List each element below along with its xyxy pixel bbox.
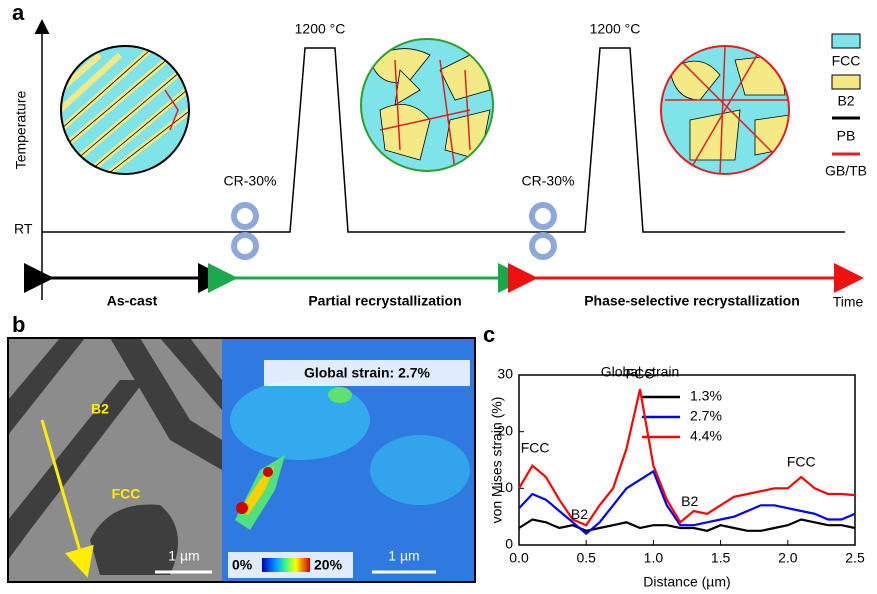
annotation: B2 [681,493,698,509]
legend-swatch [832,75,860,89]
annotation: B2 [571,506,588,522]
stage-label: Partial recrystallization [308,293,461,309]
panel-label: a [12,0,25,25]
scale-bar-label: 1 µm [388,548,419,564]
legend-label: FCC [832,53,861,69]
legend-label: 2.7% [690,408,722,424]
figure: a Temperature RT 1200 °C 1200 °C CR-30% … [0,0,877,594]
microstructure [60,39,790,180]
annotation: FCC [626,366,655,382]
panel-label: b [12,312,25,337]
y-tick-label: 30 [497,366,513,382]
x-tick-label: 1.0 [644,550,664,566]
x-tick-label: 0.5 [576,550,596,566]
scale-bar-label: 1 µm [168,548,199,564]
colorbar-label: 0% [232,557,253,573]
panel-label: c [483,322,495,347]
y-tick-label: 10 [497,479,513,495]
y-axis-label: von Mises strain (%) [489,397,505,524]
strain-label: Global strain: 2.7% [304,365,431,381]
y-tick-label: 20 [497,422,513,438]
legend-label: B2 [837,93,854,109]
anneal-label: 1200 °C [295,21,346,37]
annotation: FCC [521,439,550,455]
legend-label: 1.3% [690,388,722,404]
phase-label: FCC [112,486,141,502]
x-tick-label: 0.0 [509,550,529,566]
x-axis-label: Distance (µm) [643,574,730,590]
legend-label: GB/TB [825,163,867,179]
y-tick-label: 0 [505,536,513,552]
annotation: FCC [787,454,816,470]
anneal-label: 1200 °C [590,21,641,37]
x-tick-label: 1.5 [711,550,731,566]
rt-label: RT [14,221,33,237]
phase-label: B2 [91,401,109,417]
x-tick-label: 2.5 [845,550,865,566]
stage-label: As-cast [107,293,158,309]
x-tick-label: 2.0 [778,550,798,566]
x-axis-label: Time [833,294,864,310]
stage-label: Phase-selective recrystallization [584,293,800,309]
y-axis-label: Temperature [13,90,29,169]
rollers [234,205,554,257]
colorbar-label: 20% [314,557,343,573]
legend-label: 4.4% [690,428,722,444]
rolling-label: CR-30% [224,173,277,189]
rolling-label: CR-30% [522,173,575,189]
colorbar [262,558,310,572]
legend-swatch [832,34,860,48]
legend-label: PB [837,128,856,144]
